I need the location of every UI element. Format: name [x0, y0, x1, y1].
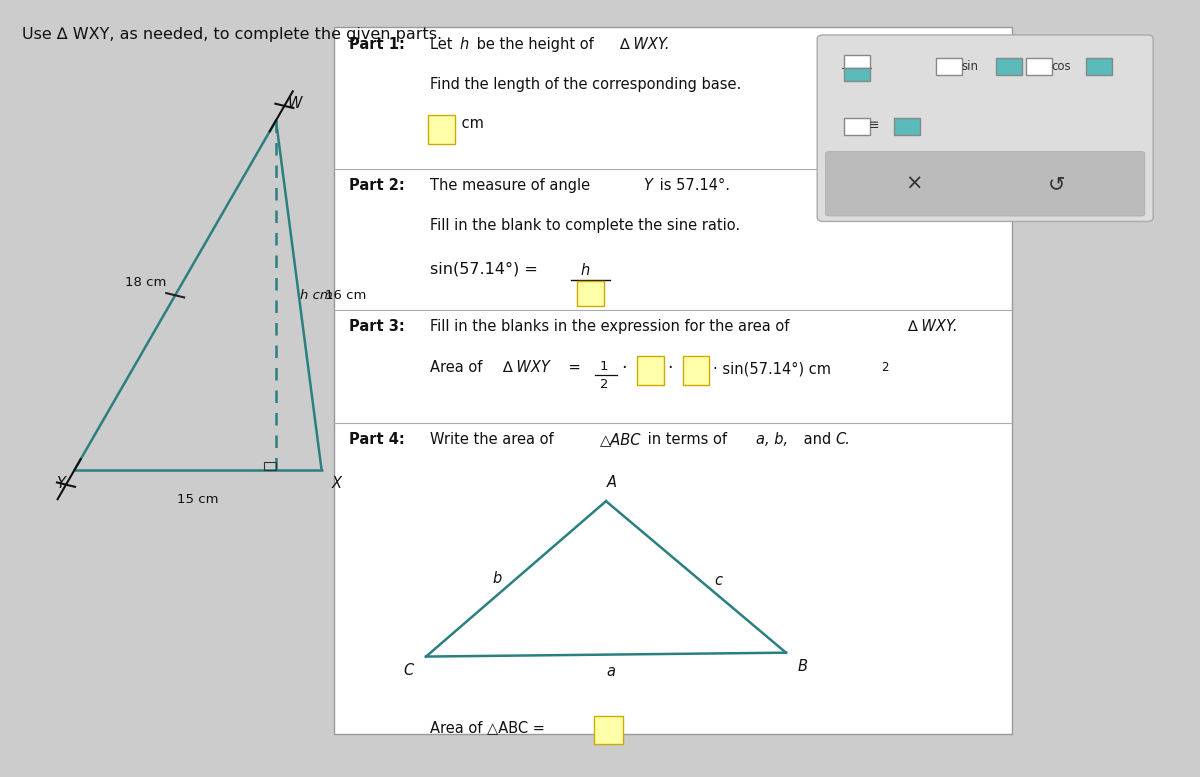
- FancyBboxPatch shape: [936, 58, 962, 75]
- Text: Fill in the blank to complete the sine ratio.: Fill in the blank to complete the sine r…: [430, 218, 739, 233]
- Text: ∆ WXY: ∆ WXY: [502, 360, 550, 375]
- Text: c: c: [714, 573, 722, 588]
- FancyBboxPatch shape: [826, 152, 1145, 216]
- Text: · sin(57.14°) cm: · sin(57.14°) cm: [713, 361, 830, 376]
- Text: ↺: ↺: [1048, 174, 1066, 193]
- Text: Part 4:: Part 4:: [349, 433, 404, 448]
- Text: cos: cos: [1051, 60, 1072, 73]
- Text: Part 2:: Part 2:: [349, 178, 404, 193]
- FancyBboxPatch shape: [577, 281, 604, 306]
- FancyBboxPatch shape: [428, 115, 455, 144]
- Text: =: =: [564, 360, 586, 375]
- Bar: [264, 462, 276, 470]
- Text: is 57.14°.: is 57.14°.: [655, 178, 730, 193]
- Text: sin: sin: [961, 60, 978, 73]
- FancyBboxPatch shape: [637, 356, 664, 385]
- Text: ·: ·: [667, 358, 673, 377]
- Text: Y: Y: [643, 178, 652, 193]
- Text: h cm: h cm: [300, 289, 332, 301]
- Text: 15 cm: 15 cm: [178, 493, 218, 507]
- Text: ∆ WXY.: ∆ WXY.: [907, 319, 958, 334]
- Text: Use ∆ WXY, as needed, to complete the given parts.: Use ∆ WXY, as needed, to complete the gi…: [22, 27, 442, 42]
- FancyBboxPatch shape: [1086, 58, 1112, 75]
- Text: C: C: [403, 663, 414, 678]
- Text: 2: 2: [600, 378, 608, 391]
- Text: A: A: [607, 475, 617, 490]
- Text: Fill in the blanks in the expression for the area of: Fill in the blanks in the expression for…: [430, 319, 793, 334]
- Text: a, b,: a, b,: [756, 433, 788, 448]
- Text: h: h: [581, 263, 590, 277]
- FancyBboxPatch shape: [594, 716, 623, 744]
- FancyBboxPatch shape: [683, 356, 709, 385]
- Text: W: W: [288, 96, 302, 111]
- Text: 1: 1: [600, 360, 608, 373]
- Text: ≡: ≡: [869, 119, 880, 132]
- Text: 2: 2: [881, 361, 888, 375]
- Text: Area of: Area of: [430, 360, 487, 375]
- FancyBboxPatch shape: [817, 35, 1153, 221]
- Text: cm: cm: [457, 116, 484, 131]
- FancyBboxPatch shape: [844, 54, 870, 68]
- Text: Write the area of: Write the area of: [430, 433, 558, 448]
- Text: X: X: [331, 476, 341, 491]
- FancyBboxPatch shape: [996, 58, 1022, 75]
- Text: Y: Y: [56, 476, 65, 491]
- Text: The measure of angle: The measure of angle: [430, 178, 594, 193]
- FancyBboxPatch shape: [894, 118, 920, 134]
- Text: Find the length of the corresponding base.: Find the length of the corresponding bas…: [430, 77, 740, 92]
- Text: Let: Let: [430, 37, 457, 51]
- FancyBboxPatch shape: [844, 68, 870, 82]
- Text: 18 cm: 18 cm: [125, 276, 166, 289]
- Text: C.: C.: [835, 433, 850, 448]
- Text: a: a: [606, 664, 616, 679]
- Text: ×: ×: [905, 174, 923, 193]
- FancyBboxPatch shape: [1026, 58, 1052, 75]
- Text: ∆ WXY.: ∆ WXY.: [619, 37, 670, 51]
- FancyBboxPatch shape: [334, 27, 1012, 734]
- Text: Area of △ABC =: Area of △ABC =: [430, 720, 550, 735]
- Text: and: and: [799, 433, 836, 448]
- Text: Part 1:: Part 1:: [349, 37, 406, 51]
- Text: 16 cm: 16 cm: [325, 289, 366, 301]
- Text: ·: ·: [622, 358, 628, 377]
- Text: △ABC: △ABC: [600, 433, 642, 448]
- Text: be the height of: be the height of: [472, 37, 598, 51]
- FancyBboxPatch shape: [844, 118, 870, 134]
- Text: B: B: [798, 659, 808, 674]
- Text: h: h: [460, 37, 469, 51]
- FancyBboxPatch shape: [830, 41, 1140, 148]
- Text: Part 3:: Part 3:: [349, 319, 404, 334]
- Text: b: b: [492, 571, 502, 586]
- Text: in terms of: in terms of: [643, 433, 732, 448]
- Text: sin(57.14°) =: sin(57.14°) =: [430, 261, 542, 276]
